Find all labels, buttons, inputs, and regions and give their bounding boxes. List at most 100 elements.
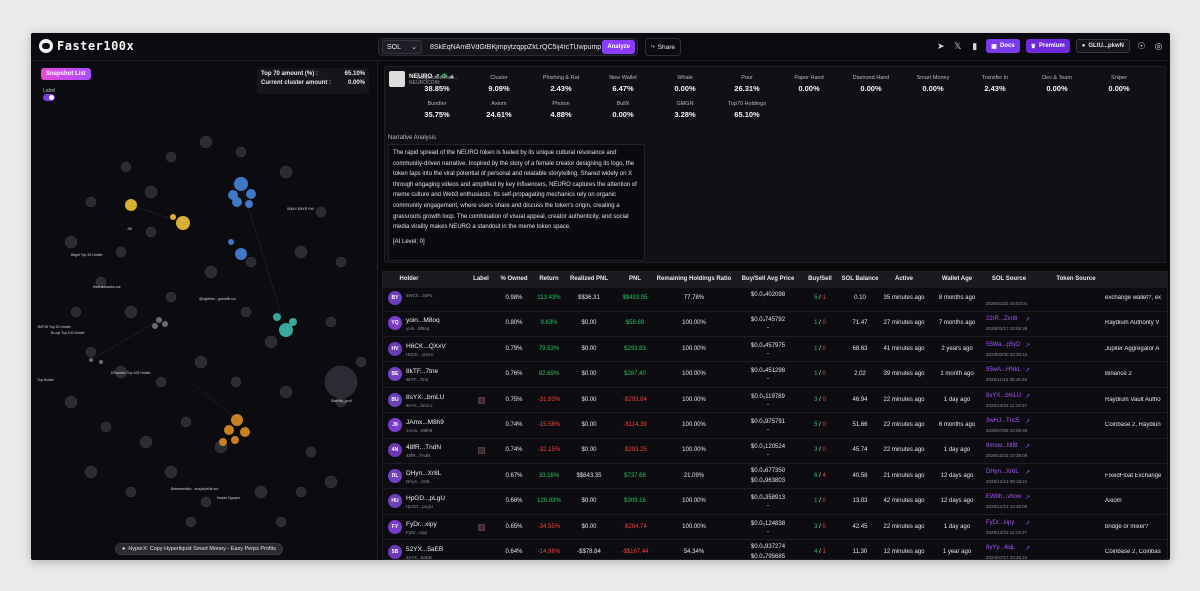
sol-source-link[interactable]: 22rR...Zxn8: [986, 316, 1018, 323]
external-link-icon[interactable]: ↗: [1025, 495, 1031, 502]
analyze-button[interactable]: Analyze: [602, 40, 635, 54]
table-row[interactable]: BU 8sYX...bmLU 8sYX...bmLU 0.75% -31.83% $0.0…: [383, 388, 1167, 414]
sol-source-link[interactable]: FyDr...xipy: [986, 519, 1015, 526]
snapshot-list-button[interactable]: Snapshot List: [41, 68, 91, 80]
external-link-icon[interactable]: ↗: [1025, 546, 1031, 552]
sol-source-link[interactable]: 55Wa...p5yD: [986, 341, 1021, 348]
holder-address[interactable]: DHyn...Xr8L: [406, 469, 442, 477]
sol-source-link[interactable]: 3wHJ...Tnc5: [986, 418, 1020, 424]
crown-icon: ♛: [1030, 43, 1037, 50]
sol-source-link[interactable]: 95wA...HNkL: [986, 367, 1022, 374]
cluster-graph[interactable]: JDI Bitget Top 20 Holder fewtradesadm.so…: [31, 62, 378, 560]
logo[interactable]: Faster100x: [39, 39, 134, 53]
docs-button[interactable]: ▣ Docs: [986, 39, 1020, 53]
buy-count: 6: [814, 472, 818, 479]
external-link-icon[interactable]: ↗: [1025, 317, 1031, 324]
currency-icon[interactable]: ☉: [1137, 40, 1146, 51]
separator: /: [817, 295, 823, 301]
holder-short-address: H6CK...QXxV: [406, 351, 434, 357]
sell-price-cell: -: [767, 350, 769, 357]
table-row[interactable]: FY FyDr...xipy FyDr...xipy 0.65% -34.55% $0.0…: [383, 515, 1167, 541]
holder-address[interactable]: HpGD...pLgU: [406, 495, 446, 503]
sol-source-link[interactable]: EWbh...vhow: [986, 494, 1022, 501]
column-header-pnl[interactable]: PNL: [629, 276, 641, 282]
stat-label: Cluster: [490, 75, 508, 81]
holder-address[interactable]: JAmx...M8h9: [406, 419, 444, 426]
column-header-return[interactable]: Return: [539, 276, 559, 282]
table-row[interactable]: J9 JAmx...M8h9 JAmx...M8h9 0.74% -15.58% $0.0…: [383, 413, 1167, 439]
table-row[interactable]: HU HpGD...pLgU HpGD...pLgU 0.66% 126.93% $0.0…: [383, 489, 1167, 515]
column-header-remaining-holdings-ratio[interactable]: Remaining Holdings Ratio: [656, 276, 732, 282]
table-row[interactable]: YQ yoin...M8oq yoin...M8oq 0.80% 9.63% $0.00 $…: [383, 311, 1167, 337]
wallet-age-cell: 8 months ago: [938, 295, 976, 301]
external-link-icon[interactable]: ↗: [1025, 520, 1031, 527]
holder-short-address: JAmx...M8h9: [406, 428, 433, 433]
globe-icon[interactable]: ◎: [1154, 40, 1163, 51]
column-header--owned[interactable]: % Owned: [500, 276, 528, 282]
pnl-cell: $293.83: [624, 345, 646, 352]
sol-source-link[interactable]: DHyn...Xr8L: [986, 468, 1019, 475]
stat-value: 0.00%: [798, 84, 820, 93]
table-row[interactable]: DL DHyn...Xr8L DHyn...Xr8L 0.67% 33.16% $$643…: [383, 464, 1167, 490]
external-link-icon[interactable]: ↗: [1025, 393, 1031, 400]
holder-address[interactable]: 8sYX...bmLU: [406, 393, 445, 401]
bookmark-icon[interactable]: ▮: [972, 40, 978, 51]
sell-price-cell: -: [767, 452, 769, 459]
chain-select[interactable]: SOL ⌄: [382, 40, 422, 54]
premium-button[interactable]: ♛ Premium: [1025, 39, 1070, 53]
x-twitter-icon[interactable]: 𝕏: [954, 40, 962, 51]
external-link-icon[interactable]: ↗: [1025, 342, 1031, 349]
table-row[interactable]: 5B 52YX...5aEB 52YX...5aEB 0.64% -14.86% -$$7…: [383, 540, 1167, 559]
external-link-icon[interactable]: ↗: [1025, 419, 1031, 425]
sol-source-link[interactable]: 8sYX...bmLU: [986, 392, 1022, 399]
share-button[interactable]: ⤷ Share: [645, 38, 681, 56]
column-header-buy-sell[interactable]: Buy/Sell: [808, 276, 832, 282]
holder-avatar: DL: [388, 468, 402, 483]
table-row[interactable]: 4N 48fR...TndN 48fR...TndN 0.74% -32.15% $0.0…: [383, 438, 1167, 464]
wallet-button[interactable]: ● GLtU...pkwN: [1075, 39, 1130, 53]
external-link-icon[interactable]: ↗: [1025, 444, 1031, 451]
column-header-sol-source[interactable]: SOL Source: [991, 276, 1027, 282]
hyperx-banner[interactable]: ● HyperX: Copy Hyperliquid Smart Money -…: [115, 543, 283, 555]
external-link-icon[interactable]: ↗: [1025, 368, 1031, 375]
return-cell: 126.93%: [537, 498, 561, 505]
label-toggle[interactable]: [43, 94, 55, 101]
column-header-wallet-age[interactable]: Wallet Age: [941, 276, 973, 282]
pnl-cell: -$293.84: [623, 396, 647, 403]
sol-source-link[interactable]: 8yYy...4iqL: [986, 545, 1016, 551]
table-row[interactable]: HV H6CK...QXxV H6CK...QXxV 0.79% 79.53% $0.00…: [383, 337, 1167, 363]
holder-address[interactable]: 8kTF...7tne: [406, 368, 439, 376]
owned-cell: 0.75%: [505, 396, 523, 403]
stat-label: GMGN: [676, 101, 694, 107]
column-header-holder[interactable]: Holder: [399, 276, 419, 282]
holder-address[interactable]: H6CK...QXxV: [406, 342, 446, 350]
column-header-buy-sell-avg-price[interactable]: Buy/Sell Avg Price: [741, 276, 795, 282]
holder-address[interactable]: 52YX...5aEB: [406, 546, 444, 553]
holder-address[interactable]: 48fR...TndN: [406, 444, 442, 452]
column-header-realized-pnl[interactable]: Realized PNL: [569, 276, 608, 282]
realized-pnl-cell: $0.00: [581, 447, 597, 454]
stat-label: Whale: [677, 75, 693, 81]
sell-price-cell: -: [767, 528, 769, 535]
holder-address[interactable]: FyDr...xipy: [406, 520, 437, 528]
sol-source-link[interactable]: 8mow...Nt8t: [986, 443, 1018, 450]
column-header-label[interactable]: Label: [473, 276, 489, 282]
holders-table[interactable]: Holder Label % Owned Return Realized PNL PNL R…: [382, 271, 1168, 560]
token-address-input[interactable]: 8SkEqNAmBVdGtBKjmpytzqppZkLrQC5ij4rcTUwp…: [430, 43, 602, 51]
column-header-active[interactable]: Active: [894, 276, 913, 282]
table-row[interactable]: BE 8kTF...7tne 8kTF...7tne 0.76% 82.69% $0.00…: [383, 362, 1167, 388]
wallet-age-cell: 6 months ago: [938, 422, 976, 428]
token-name: NEURO ↗ ✿ ▲: [409, 73, 456, 80]
buy-price-cell: $0.0₄745792: [750, 317, 786, 324]
stat-photon: Photon 4.88%: [530, 101, 592, 119]
column-header-token-source[interactable]: Token Source: [1056, 276, 1096, 282]
realized-pnl-cell: $$643.35: [576, 472, 602, 479]
table-row[interactable]: BY 6WCh...3xPx 0.98% 113.43% $$36.31 $$493.95…: [383, 286, 1167, 312]
sol-source-date: 2025/12/23 10:38:09: [986, 453, 1028, 459]
cluster-amount-value: 0.00%: [347, 80, 365, 86]
external-link-icon[interactable]: ↗: [1025, 469, 1031, 476]
holder-address[interactable]: yoin...M8oq: [406, 317, 440, 325]
column-header-sol-balance[interactable]: SOL Balance: [841, 276, 879, 282]
telegram-icon[interactable]: ➤: [937, 40, 945, 51]
stat-phishing-rat: Phishing & Rat 2.43%: [530, 75, 592, 93]
